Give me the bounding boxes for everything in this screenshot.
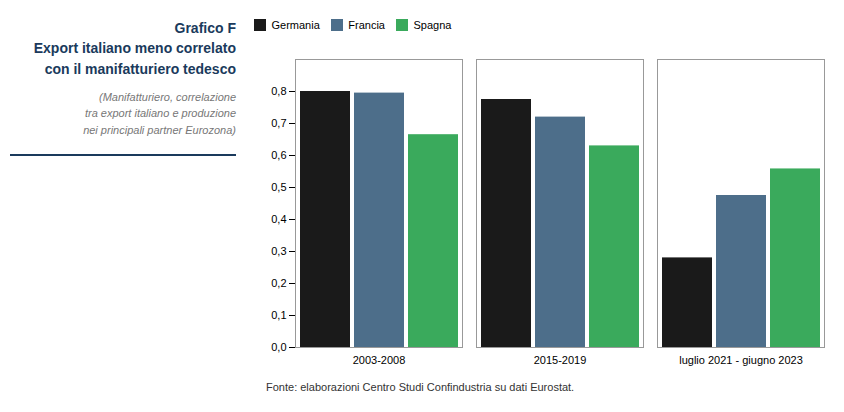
svg-text:luglio 2021 - giugno 2023: luglio 2021 - giugno 2023 — [679, 354, 803, 366]
svg-text:0,3: 0,3 — [271, 245, 286, 257]
svg-text:0,5: 0,5 — [271, 181, 286, 193]
svg-text:2003-2008: 2003-2008 — [353, 354, 406, 366]
svg-text:0,7: 0,7 — [271, 117, 286, 129]
html-text:Spagna: Spagna — [413, 18, 452, 31]
svg-text:0,8: 0,8 — [271, 85, 286, 97]
svg-text:0,1: 0,1 — [271, 309, 286, 321]
html-text:Germania: Germania — [271, 18, 320, 31]
html-text:Grafico F Export italiano meno: Grafico F Export italiano meno correlato… — [33, 20, 236, 77]
svg-text:0,4: 0,4 — [271, 213, 286, 225]
svg-text:0,0: 0,0 — [271, 341, 286, 353]
svg-text:0,6: 0,6 — [271, 149, 286, 161]
svg-text:0,2: 0,2 — [271, 277, 286, 289]
html-text:Francia: Francia — [348, 18, 385, 31]
html-text:Fonte: elaborazioni Centro Stu: Fonte: elaborazioni Centro Studi Confind… — [266, 380, 575, 393]
svg-text:2015-2019: 2015-2019 — [534, 354, 587, 366]
html-text:(Manifatturiero, correlazione: (Manifatturiero, correlazione tra export… — [83, 90, 236, 136]
